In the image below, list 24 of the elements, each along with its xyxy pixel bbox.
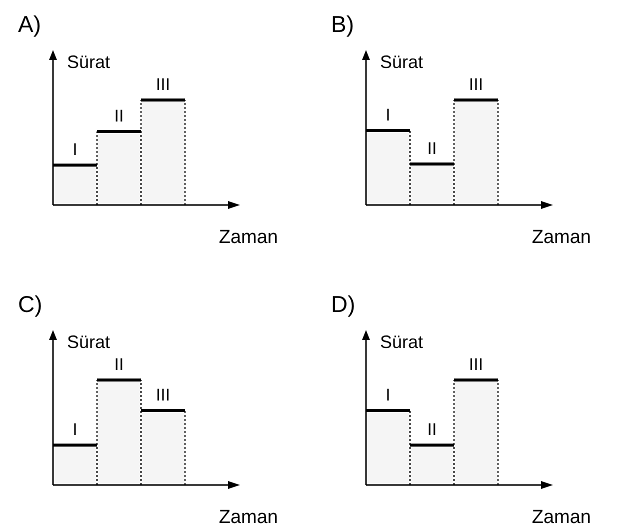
annotation: II — [427, 139, 437, 158]
x-axis-title: Zaman — [532, 227, 591, 248]
text: III — [468, 355, 484, 374]
text: III — [156, 75, 170, 94]
chart-title: C) — [18, 291, 42, 317]
annotation: II — [114, 106, 124, 126]
x-axis-title: Zaman — [218, 227, 278, 248]
text: II — [114, 355, 124, 374]
y-axis-title: Sürat — [380, 52, 424, 72]
annotation: III — [156, 385, 170, 404]
annotation: II — [427, 420, 437, 440]
y-axis-title: Sürat — [380, 332, 424, 352]
chart-title: A) — [18, 11, 41, 37]
chart-title: B) — [331, 11, 354, 37]
x-axis-title: Zaman — [218, 507, 278, 525]
annotation: I — [72, 420, 78, 440]
annotation: I — [72, 140, 78, 160]
y-axis-title: Sürat — [67, 332, 110, 352]
chart-title: D) — [331, 291, 356, 317]
annotation: I — [386, 105, 390, 124]
annotation: I — [386, 385, 390, 404]
text: III — [468, 75, 484, 94]
y-axis-title: Sürat — [67, 52, 110, 72]
x-axis-title: Zaman — [532, 507, 591, 525]
